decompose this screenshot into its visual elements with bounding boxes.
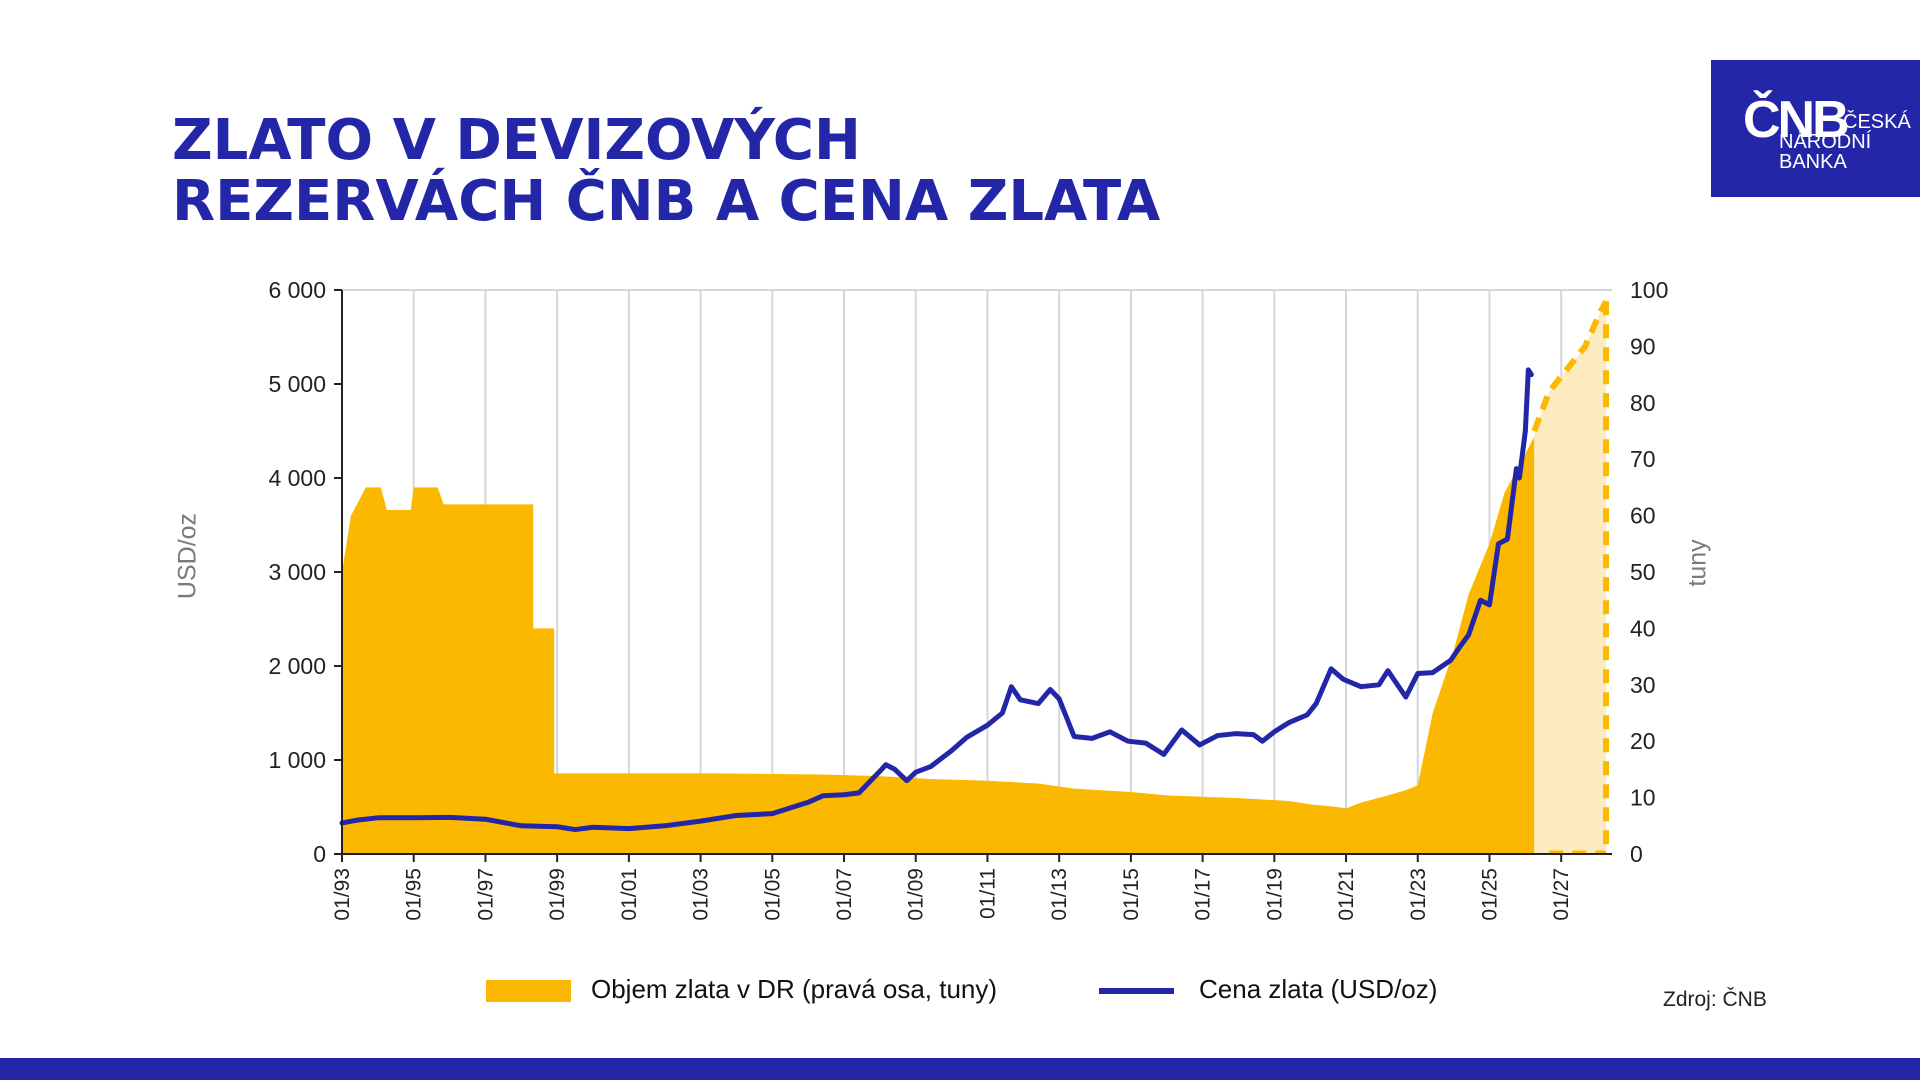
x-tick-label-0: 01/93 bbox=[331, 868, 354, 921]
tick-labels: 0 1 000 2 000 3 000 4 000 5 000 6 000 0 10 20 30 40… bbox=[268, 277, 1668, 921]
gold-projection-area bbox=[1534, 301, 1607, 854]
x-tick-label-5: 01/03 bbox=[690, 868, 713, 921]
legend-label-price: Cena zlata (USD/oz) bbox=[1199, 974, 1438, 1004]
y-right-tick-label-9: 90 bbox=[1630, 333, 1656, 359]
footer-bar bbox=[0, 1058, 1920, 1080]
x-tick-label-11: 01/15 bbox=[1120, 868, 1143, 921]
x-tick-label-4: 01/01 bbox=[618, 868, 641, 921]
y-right-tick-label-6: 60 bbox=[1630, 503, 1656, 529]
x-tick-label-15: 01/23 bbox=[1407, 868, 1430, 921]
legend-swatch-gold bbox=[486, 980, 571, 1002]
y-axis-right-label: tuny bbox=[1683, 539, 1712, 587]
page-title: ZLATO V DEVIZOVÝCH REZERVÁCH ČNB A CENA … bbox=[172, 110, 1160, 232]
y-right-tick-label-10: 100 bbox=[1630, 277, 1668, 303]
x-tick-label-2: 01/97 bbox=[474, 868, 497, 921]
area-series bbox=[342, 299, 1610, 854]
y-right-tick-label-5: 50 bbox=[1630, 559, 1656, 585]
cnb-logo: ČNB ČESKÁ NÁRODNÍ BANKA bbox=[1711, 60, 1920, 197]
legend-swatch-price bbox=[1099, 988, 1174, 994]
y-right-tick-label-4: 40 bbox=[1630, 615, 1656, 641]
y-left-tick-label-2: 2 000 bbox=[268, 653, 326, 679]
logo-name-line-2: NÁRODNÍ bbox=[1779, 131, 1872, 153]
x-tick-label-7: 01/07 bbox=[833, 868, 856, 921]
source-note: Zdroj: ČNB bbox=[1663, 988, 1767, 1011]
logo-name-line-1: ČESKÁ bbox=[1843, 111, 1911, 133]
x-tick-label-17: 01/27 bbox=[1550, 868, 1573, 921]
y-left-tick-label-3: 3 000 bbox=[268, 559, 326, 585]
x-tick-label-6: 01/05 bbox=[761, 868, 784, 921]
x-tick-label-16: 01/25 bbox=[1478, 868, 1501, 921]
x-tick-label-14: 01/21 bbox=[1335, 868, 1358, 921]
gold-price-line bbox=[339, 367, 1534, 833]
y-right-tick-label-2: 20 bbox=[1630, 728, 1656, 754]
legend-label-gold: Objem zlata v DR (pravá osa, tuny) bbox=[591, 974, 998, 1004]
y-right-tick-label-0: 0 bbox=[1630, 841, 1643, 867]
x-tick-label-8: 01/09 bbox=[905, 868, 928, 921]
y-left-tick-label-4: 4 000 bbox=[268, 465, 326, 491]
logo-bank-name: ČESKÁ NÁRODNÍ BANKA bbox=[1768, 112, 1918, 172]
logo-name-line-3: BANKA bbox=[1779, 151, 1847, 173]
y-right-tick-label-8: 80 bbox=[1630, 390, 1656, 416]
x-tick-label-12: 01/17 bbox=[1192, 868, 1215, 921]
y-right-tick-label-7: 70 bbox=[1630, 446, 1656, 472]
title-line-2: REZERVÁCH ČNB A CENA ZLATA bbox=[172, 169, 1161, 234]
x-tick-label-10: 01/13 bbox=[1048, 868, 1071, 921]
y-axis-left-label: USD/oz bbox=[173, 512, 202, 600]
y-left-tick-label-6: 6 000 bbox=[268, 277, 326, 303]
axes bbox=[334, 289, 1612, 862]
y-left-tick-label-0: 0 bbox=[313, 841, 326, 867]
line-series bbox=[339, 367, 1534, 833]
title-line-1: ZLATO V DEVIZOVÝCH bbox=[172, 108, 861, 173]
x-tick-label-3: 01/99 bbox=[546, 868, 569, 921]
y-left-tick-label-1: 1 000 bbox=[268, 747, 326, 773]
logo-abbreviation: ČNB bbox=[1743, 91, 1850, 149]
gold-volume-area bbox=[342, 436, 1535, 854]
gold-projection-top-line bbox=[1531, 299, 1609, 433]
x-tick-label-13: 01/19 bbox=[1263, 868, 1286, 921]
y-left-tick-label-5: 5 000 bbox=[268, 371, 326, 397]
x-tick-label-1: 01/95 bbox=[403, 868, 426, 921]
y-right-tick-label-3: 30 bbox=[1630, 672, 1656, 698]
y-right-tick-label-1: 10 bbox=[1630, 785, 1656, 811]
x-tick-label-9: 01/11 bbox=[976, 868, 999, 919]
